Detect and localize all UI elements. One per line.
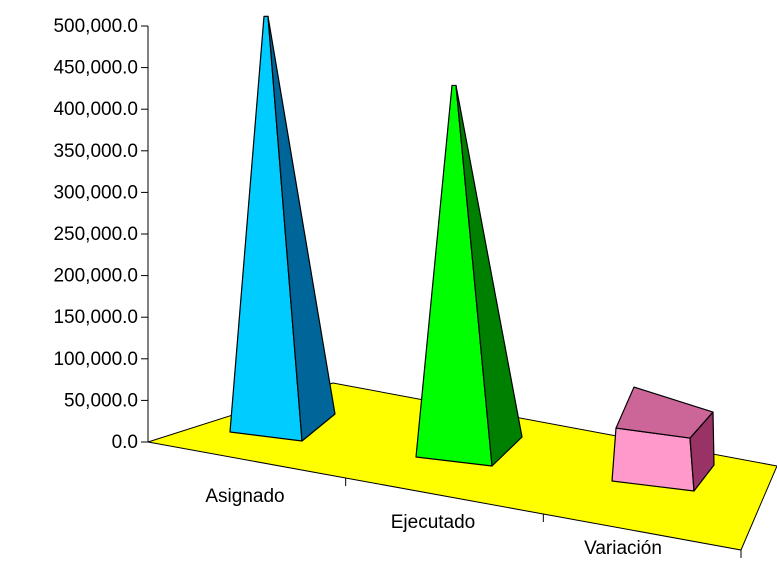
bar-asignado xyxy=(229,15,336,442)
y-tick-label: 300,000.0 xyxy=(53,182,138,203)
y-tick-label: 400,000.0 xyxy=(53,99,138,120)
bar-top-face xyxy=(615,386,714,439)
y-tick-label: 50,000.0 xyxy=(64,390,138,411)
bar-side-face xyxy=(267,15,336,442)
y-tick-label: 500,000.0 xyxy=(53,16,138,37)
x-axis-labels: Asignado Ejecutado Variación xyxy=(205,486,662,559)
y-tick-label: 350,000.0 xyxy=(53,141,138,162)
y-tick-label: 100,000.0 xyxy=(53,349,138,370)
bar-variación xyxy=(611,386,715,492)
x-tick-label: Variación xyxy=(584,538,662,559)
bar-side-face xyxy=(455,84,523,467)
bar-ejecutado xyxy=(415,84,523,467)
y-tick-label: 0.0 xyxy=(112,432,138,453)
bars-layer xyxy=(229,15,715,492)
y-tick-label: 450,000.0 xyxy=(53,58,138,79)
x-tick-label: Ejecutado xyxy=(391,512,476,533)
y-tick-label: 250,000.0 xyxy=(53,224,138,245)
y-tick-label: 150,000.0 xyxy=(53,307,138,328)
y-axis: 0.0 50,000.0 100,000.0 150,000.0 200,000.0 25… xyxy=(53,16,149,453)
x-tick-label: Asignado xyxy=(205,486,284,507)
y-tick-label: 200,000.0 xyxy=(53,266,138,287)
